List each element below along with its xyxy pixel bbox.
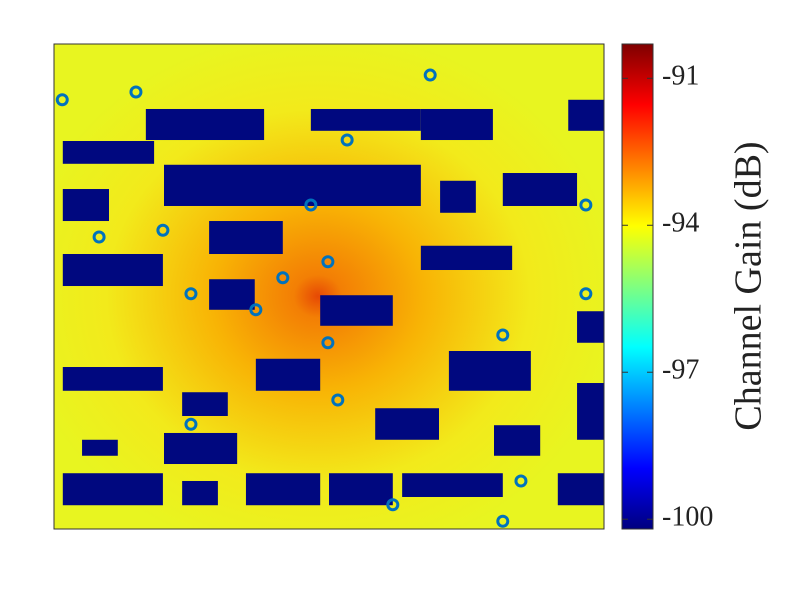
building-block [577, 311, 604, 343]
building-block [145, 108, 265, 141]
building-block [420, 108, 493, 141]
access-point-marker [184, 417, 198, 431]
building-block [62, 254, 163, 287]
building-block [164, 432, 238, 465]
access-point-marker [276, 271, 290, 285]
building-block [329, 473, 393, 506]
access-point-marker [496, 514, 510, 528]
building-block [245, 473, 321, 506]
colorbar [621, 43, 654, 530]
access-point-marker [92, 230, 106, 244]
building-block [62, 189, 109, 222]
colorbar-label: Channel Gain (dB) [728, 141, 770, 430]
access-point-marker [184, 287, 198, 301]
building-block [209, 279, 255, 310]
building-block [494, 425, 541, 456]
building-block [62, 473, 163, 506]
access-point-marker [129, 85, 143, 99]
building-block [209, 221, 283, 255]
access-point-marker [321, 336, 335, 350]
building-block [82, 439, 118, 456]
colorbar-tick-label: -100 [662, 502, 713, 533]
building-block [557, 473, 604, 506]
access-point-marker [249, 303, 263, 317]
access-point-marker [386, 498, 400, 512]
building-block [568, 99, 604, 131]
access-point-marker [579, 198, 593, 212]
building-block [448, 351, 531, 391]
building-block [255, 358, 321, 391]
building-block [164, 164, 421, 206]
access-point-marker [156, 223, 170, 237]
building-block [440, 180, 476, 213]
access-point-marker [423, 68, 437, 82]
access-point-marker [579, 287, 593, 301]
plot-frame [53, 43, 605, 530]
access-point-marker [55, 93, 69, 107]
building-block [310, 108, 421, 131]
access-point-marker [514, 474, 528, 488]
access-point-marker [304, 198, 318, 212]
building-block [62, 367, 163, 391]
access-point-marker [496, 328, 510, 342]
building-block [420, 245, 513, 271]
access-point-marker [321, 255, 335, 269]
building-block [182, 392, 228, 416]
colorbar-tick-label: -97 [662, 355, 699, 386]
plot-layer [55, 68, 604, 528]
building-block [577, 383, 604, 440]
access-point-marker [340, 133, 354, 147]
building-block [502, 173, 578, 206]
colorbar-tick-label: -91 [662, 61, 699, 92]
building-block [402, 473, 503, 497]
building-block [182, 480, 218, 506]
colorbar-tick-label: -94 [662, 208, 699, 239]
building-block [62, 141, 155, 164]
access-point-marker [331, 393, 345, 407]
building-block [320, 295, 393, 326]
building-block [375, 408, 439, 440]
